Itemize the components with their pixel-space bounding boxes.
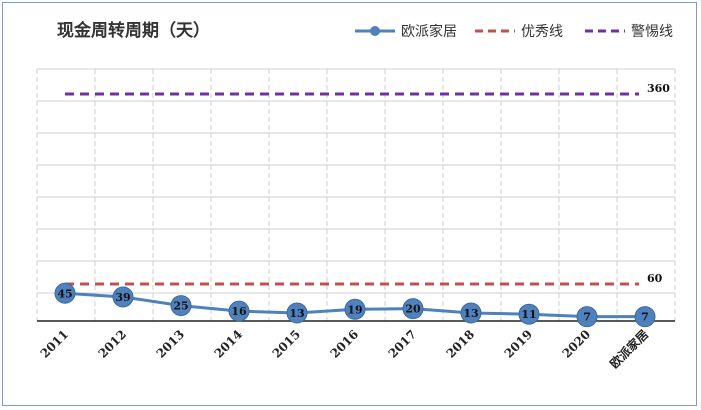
data-point <box>112 286 134 308</box>
x-tick-label: 2015 <box>270 327 304 361</box>
data-point <box>518 303 540 325</box>
legend: 欧派家居 优秀线 警惕线 <box>355 23 673 40</box>
grid <box>36 68 676 322</box>
chart-title: 现金周转周期（天） <box>57 20 210 41</box>
data-point <box>402 298 424 320</box>
data-label: 20 <box>405 303 421 316</box>
data-point <box>170 295 192 317</box>
data-label: 45 <box>57 287 72 300</box>
x-tick-label: 2018 <box>444 327 478 361</box>
reference-line-label: 360 <box>647 82 670 95</box>
reference-lines: 60 360 <box>65 82 670 286</box>
reference-line-label: 60 <box>647 272 663 285</box>
data-label: 7 <box>583 311 591 324</box>
x-tick-label: 2020 <box>560 327 594 361</box>
data-label: 16 <box>231 305 247 318</box>
data-label: 13 <box>289 307 304 320</box>
x-tick-label: 2019 <box>502 327 536 361</box>
chart-frame: 现金周转周期（天） 欧派家居 优秀线 警惕线 60 360 45 39 25 16 13 19 2… <box>2 2 697 406</box>
x-tick-label: 欧派家居 <box>607 327 652 372</box>
data-point <box>460 302 482 324</box>
data-label: 7 <box>641 311 649 324</box>
x-tick-label: 2013 <box>154 327 188 361</box>
legend-label: 警惕线 <box>631 24 673 40</box>
x-tick-label: 2016 <box>328 327 362 361</box>
data-label: 13 <box>463 307 478 320</box>
x-tick-label: 2011 <box>38 327 72 361</box>
chart-svg: 现金周转周期（天） 欧派家居 优秀线 警惕线 60 360 45 39 25 16 13 19 2… <box>36 20 676 372</box>
x-tick-label: 2017 <box>386 327 420 361</box>
data-point <box>286 302 308 324</box>
legend-label: 欧派家居 <box>401 23 457 40</box>
x-axis: 2011 2012 2013 2014 2015 2016 2017 2018 2019 2020… <box>38 327 652 372</box>
series-layer: 45 39 25 16 13 19 20 13 11 7 7 <box>54 282 656 328</box>
data-label: 25 <box>173 300 188 313</box>
x-tick-label: 2014 <box>212 327 246 361</box>
legend-swatch-marker <box>370 26 380 36</box>
legend-label: 优秀线 <box>521 24 563 40</box>
data-label: 19 <box>347 303 362 316</box>
data-point <box>344 298 366 320</box>
data-label: 11 <box>521 308 536 321</box>
data-point <box>228 300 250 322</box>
data-point <box>576 306 598 328</box>
data-label: 39 <box>115 291 130 304</box>
x-tick-label: 2012 <box>96 327 130 361</box>
data-point <box>634 306 656 328</box>
data-point <box>54 282 76 304</box>
